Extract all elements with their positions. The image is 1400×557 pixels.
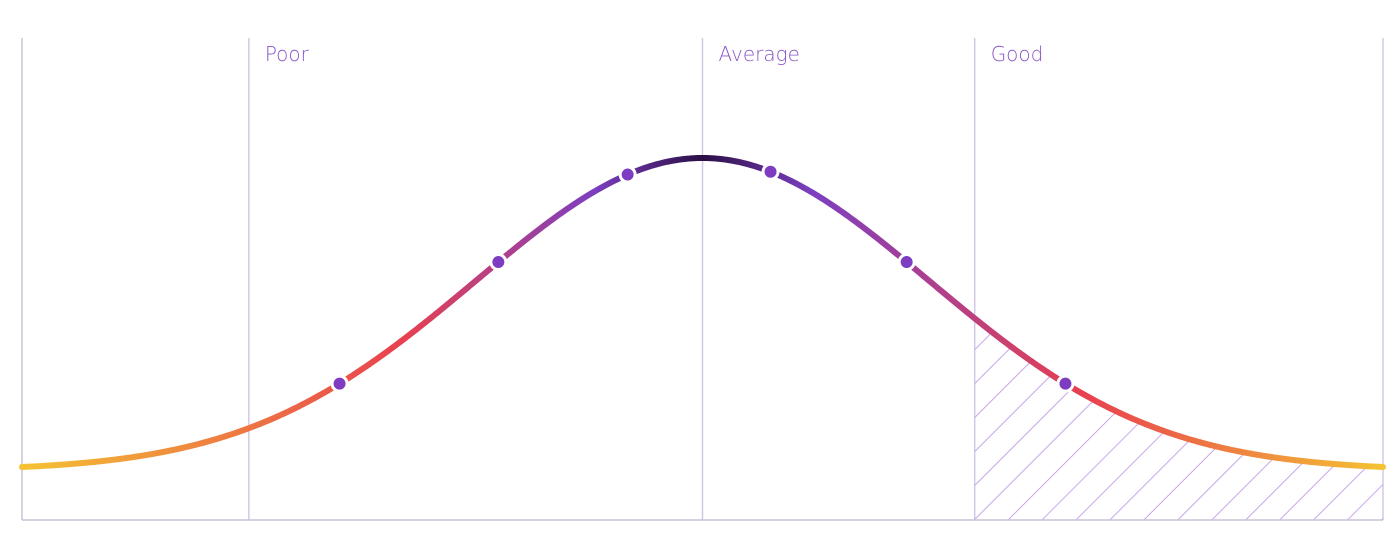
curve-marker-5 — [897, 253, 916, 272]
curve-marker-3 — [618, 165, 637, 184]
curve-marker-6 — [1056, 374, 1075, 393]
curve-marker-2 — [489, 253, 508, 272]
zone-label-good: Good — [991, 42, 1044, 66]
bell-curve — [19, 154, 1386, 470]
curve-marker-4 — [761, 162, 780, 181]
zone-label-poor: Poor — [265, 42, 310, 66]
curve-marker-1 — [330, 374, 349, 393]
zone-label-average: Average — [719, 42, 800, 66]
